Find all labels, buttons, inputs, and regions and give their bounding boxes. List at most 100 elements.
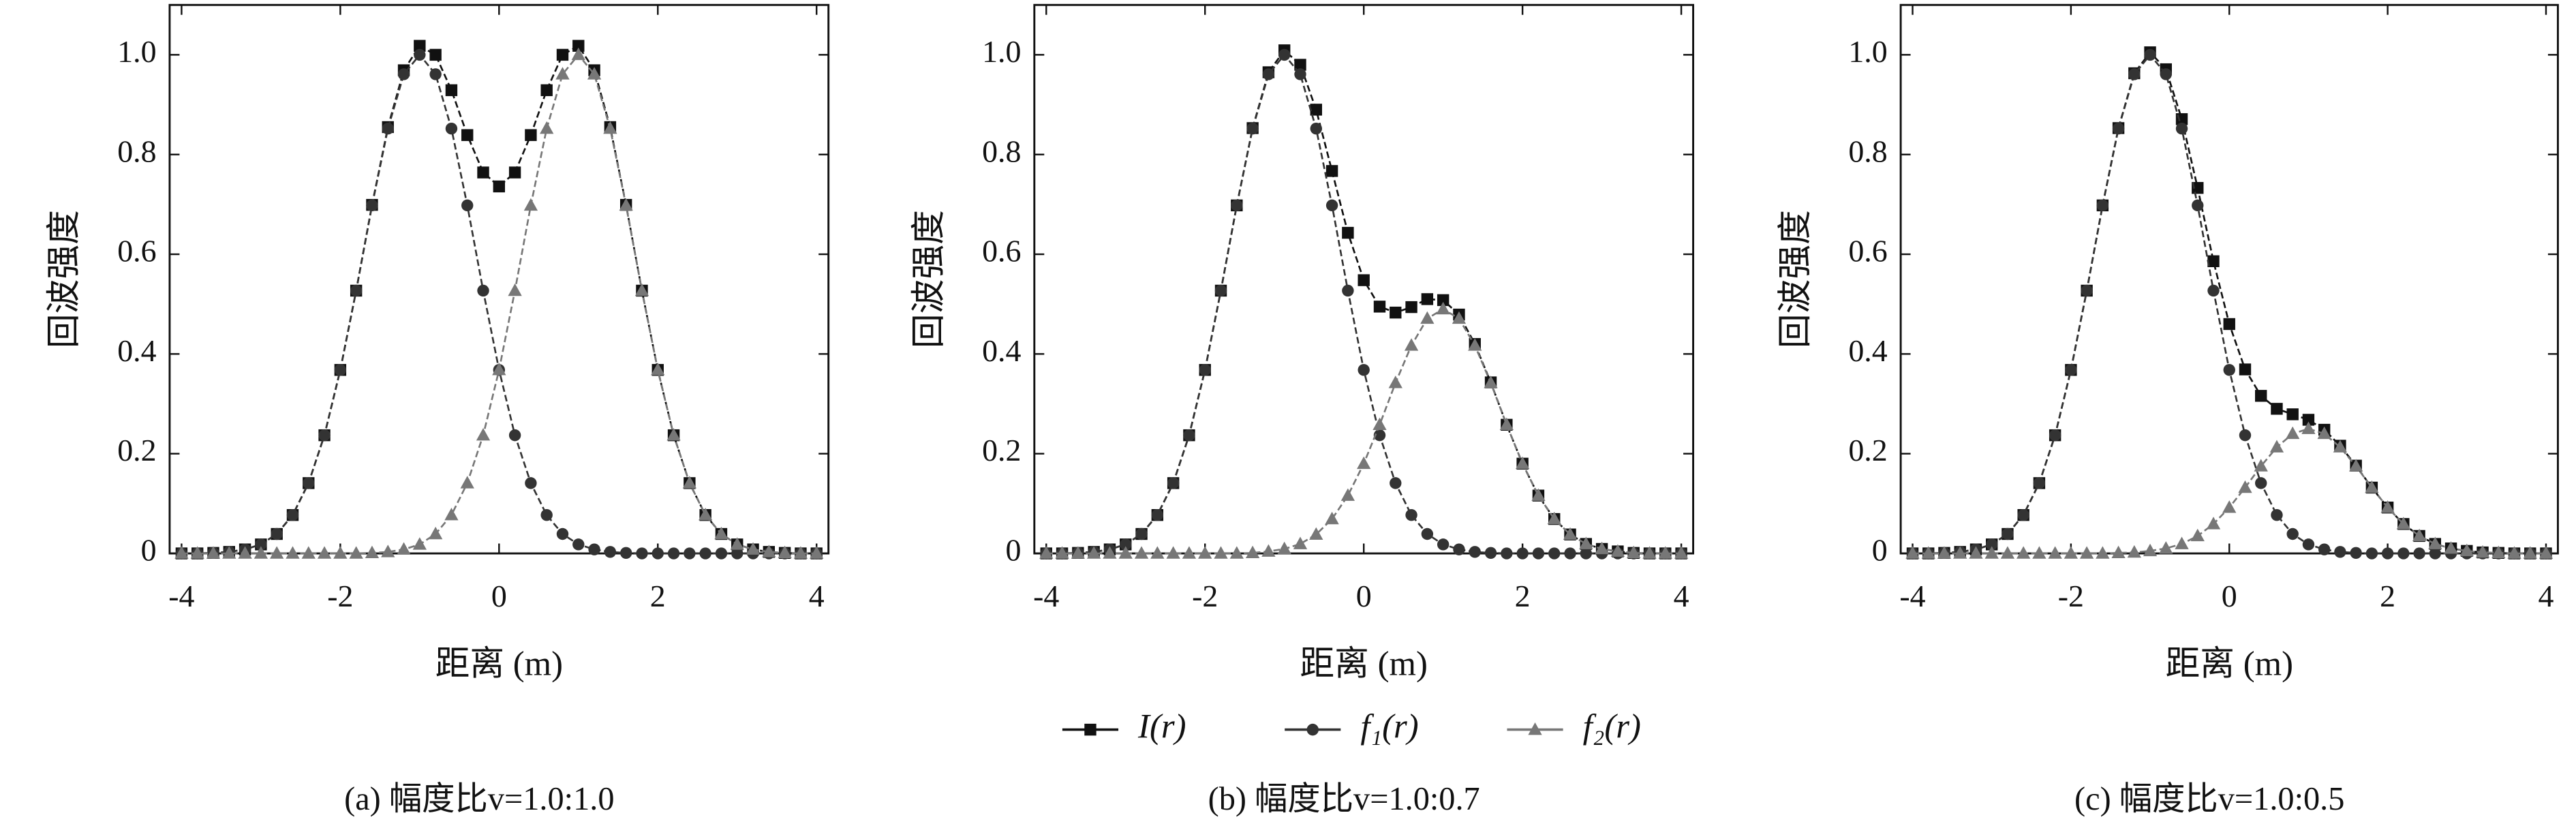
marker [1229,546,1244,559]
marker [1937,546,1952,559]
series-line [1046,48,1682,555]
marker [1610,544,1625,557]
marker [2175,536,2189,549]
marker [1985,538,1998,551]
marker [1151,508,1164,521]
marker [1373,417,1387,431]
marker [2192,199,2204,212]
marker [2255,477,2267,489]
y-tick-label: 0.8 [1848,134,1887,168]
marker [1084,723,1097,736]
y-tick-label: 0.2 [1848,433,1887,468]
marker [1579,536,1593,549]
marker [1325,165,1338,177]
marker [1118,546,1133,559]
marker [2048,546,2062,559]
marker [1531,488,1546,501]
plot-frame [168,3,830,555]
marker [1087,546,1101,559]
marker [1039,546,1054,559]
marker [1516,547,1529,560]
marker [1358,274,1370,286]
marker [2096,199,2109,212]
marker [588,543,600,555]
marker [1199,364,1211,376]
marker [2317,426,2331,440]
marker [445,84,458,97]
marker [508,429,521,442]
marker [1921,546,1935,559]
series-line [1046,307,1682,555]
marker [1293,536,1308,549]
x-tick-label: -2 [1192,579,1218,613]
series-line [1046,53,1682,555]
x-tick-label: 2 [1515,579,1531,613]
marker [525,129,537,141]
marker [414,48,426,61]
marker [2381,547,2394,560]
legend-label: f₁(r) [1360,707,1418,745]
marker [715,547,728,560]
y-tick-label: 0 [141,533,157,568]
marker [206,546,221,559]
marker [2223,364,2235,376]
marker [1404,338,1419,351]
marker [366,199,378,212]
marker [2380,500,2395,513]
marker [2096,546,2110,559]
marker [731,547,743,560]
marker [318,429,331,442]
marker [350,284,363,297]
marker [2301,421,2316,434]
marker [1580,547,1593,560]
marker [508,283,522,296]
marker [1373,301,1386,313]
x-axis-label: 距离 (m) [435,644,563,682]
x-tick-label: -2 [2058,579,2084,613]
y-tick-label: 1.0 [982,34,1021,69]
marker [2475,545,2490,558]
marker [1969,546,1983,559]
marker [1309,527,1323,540]
marker [1453,543,1465,555]
marker [2002,527,2014,540]
marker [556,48,569,61]
marker [1642,546,1657,559]
marker [1501,547,1513,560]
marker [2206,517,2221,530]
marker [587,67,602,80]
marker [714,526,729,540]
marker [1469,546,1481,558]
marker [1294,59,1306,71]
marker [2064,546,2079,559]
marker [2459,543,2474,557]
marker [1182,546,1197,559]
marker [619,547,632,559]
marker [2207,255,2220,268]
marker [1103,546,1117,559]
marker [334,364,347,376]
marker [2144,48,2156,61]
marker [477,284,489,297]
marker [1214,284,1227,297]
marker [301,546,316,559]
marker [461,129,474,141]
marker [1373,429,1386,442]
marker [2491,545,2506,559]
marker [1420,311,1435,324]
marker [1245,545,1260,559]
marker [2065,364,2077,376]
marker [270,546,284,559]
marker [2254,459,2268,472]
marker [540,121,554,134]
marker [603,121,617,134]
plot-frame [1899,3,2559,555]
marker [2286,408,2299,420]
marker [1563,527,1578,540]
marker [1548,547,1561,560]
marker [2239,363,2252,376]
marker [333,546,348,559]
x-tick-label: -4 [1033,579,1059,613]
marker [1405,508,1417,521]
marker [190,546,204,559]
